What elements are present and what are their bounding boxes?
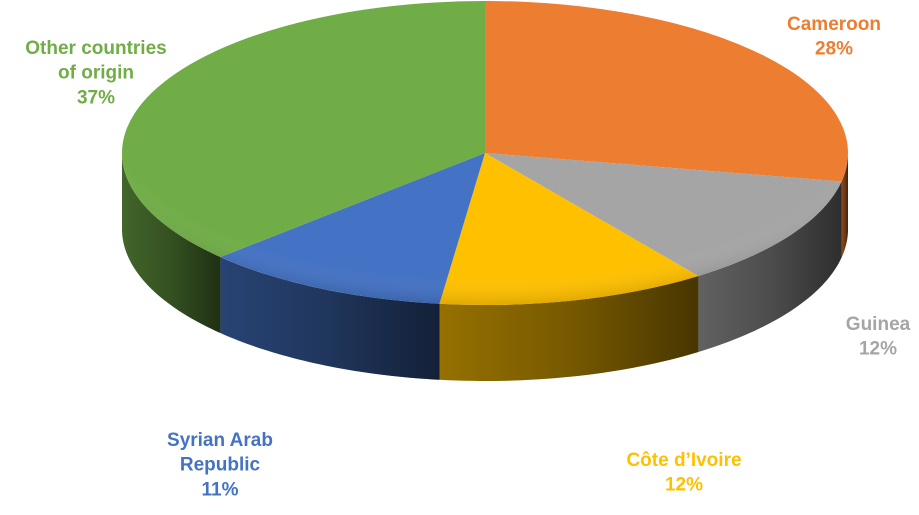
data-label-4: Other countries of origin 37% <box>25 38 166 108</box>
data-label-0: Cameroon 28% <box>787 14 881 60</box>
pie-side-shade-3 <box>220 257 440 380</box>
data-label-name: Côte d’Ivoire <box>626 450 741 471</box>
pie-side-shade-0 <box>841 153 848 258</box>
data-label-1: Guinea 12% <box>846 314 911 360</box>
data-label-value: 11% <box>202 479 239 500</box>
data-label-name: Republic <box>180 455 261 476</box>
pie-side-shade-1 <box>698 181 842 352</box>
data-label-name: Guinea <box>846 314 911 335</box>
data-label-2: Côte d’Ivoire 12% <box>626 450 741 496</box>
data-label-3: Syrian Arab Republic 11% <box>167 430 273 500</box>
pie-side-shade-4 <box>122 153 221 334</box>
data-label-value: 12% <box>665 475 703 496</box>
data-label-value: 37% <box>77 87 115 108</box>
data-label-name: Cameroon <box>787 14 881 35</box>
data-label-name: Syrian Arab <box>167 430 273 451</box>
data-label-value: 28% <box>815 39 853 60</box>
data-label-name: of origin <box>58 63 134 84</box>
pie-side-shade-2 <box>439 275 699 381</box>
data-label-value: 12% <box>859 339 897 360</box>
pie-top-shading <box>122 1 848 305</box>
data-label-name: Other countries <box>25 38 166 59</box>
